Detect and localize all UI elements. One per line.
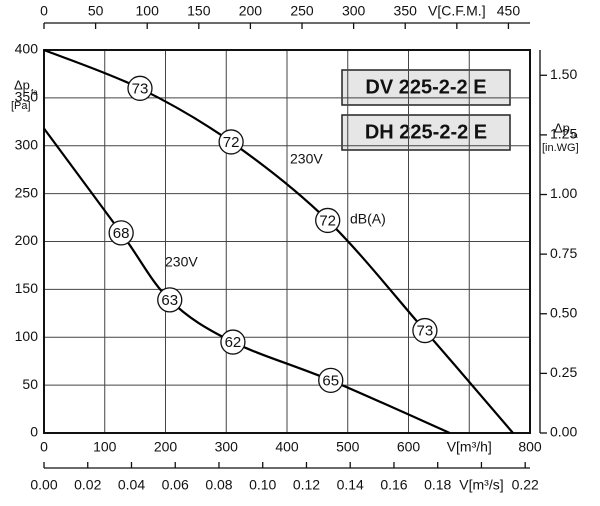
db-label: 72 <box>223 134 240 151</box>
y2-tick-label: 0.25 <box>550 364 577 380</box>
y2-tick-label: 1.50 <box>550 66 577 82</box>
curve-label: 230V <box>165 254 198 270</box>
db-marker <box>412 317 438 344</box>
y2-tick-label: 0.50 <box>550 304 577 320</box>
y2-axis-label: Δp <box>554 120 570 135</box>
x3-tick-label: 0.04 <box>118 477 145 493</box>
db-marker <box>220 329 246 355</box>
model-box <box>341 69 511 106</box>
x2-tick-label: 450 <box>497 3 521 19</box>
db-marker <box>127 75 153 101</box>
x2-tick-label: 100 <box>136 3 160 19</box>
model-label: DV 225-2-2 E <box>365 76 486 98</box>
x3-tick-label: 0.06 <box>162 477 189 493</box>
y-tick-label: 400 <box>15 41 39 57</box>
y2-tick-label: 0.00 <box>550 424 577 440</box>
y-tick-label: 300 <box>15 136 39 152</box>
db-label: 68 <box>113 225 130 242</box>
x-tick-label: 400 <box>275 439 299 455</box>
y-tick-label: 0 <box>30 424 38 440</box>
db-label: 65 <box>322 372 339 389</box>
x2-tick-label: 50 <box>88 3 104 19</box>
db-marker <box>318 367 344 393</box>
x3-tick-label: 0.12 <box>293 477 320 493</box>
x-tick-label: 300 <box>215 439 239 455</box>
y-axis-unit: [Pa] <box>11 100 31 112</box>
y2-tick-label: 0.75 <box>550 245 577 261</box>
db-label: 73 <box>417 323 434 340</box>
y-tick-label: 350 <box>15 89 39 105</box>
db-marker <box>218 129 244 155</box>
x-tick-label: V[m³/h] <box>447 439 492 455</box>
y-axis-label-sub: fa <box>31 88 38 97</box>
y-tick-label: 200 <box>15 232 39 248</box>
fan-curve <box>43 127 451 435</box>
db-label: 73 <box>132 80 149 97</box>
x3-tick-label: 0.02 <box>74 477 101 493</box>
x3-tick-label: V[m³/s] <box>459 477 503 493</box>
x2-tick-label: 250 <box>290 3 314 19</box>
y2-tick-label: 1.25 <box>550 126 577 142</box>
y-tick-label: 150 <box>15 280 39 296</box>
x3-tick-label: 0.22 <box>512 477 539 493</box>
x3-tick-label: 0.00 <box>30 477 57 493</box>
y2-axis-unit: [in.WG] <box>542 142 579 154</box>
x2-tick-label: 0 <box>40 3 48 19</box>
x3-tick-label: 0.18 <box>424 477 451 493</box>
curve-label: 230V <box>290 151 323 167</box>
y-tick-label: 250 <box>15 184 39 200</box>
y-tick-label: 50 <box>22 376 38 392</box>
x2-tick-label: V[C.F.M.] <box>428 3 486 19</box>
x-tick-label: 800 <box>518 439 542 455</box>
x-tick-label: 0 <box>40 439 48 455</box>
x-tick-label: 100 <box>93 439 117 455</box>
x2-tick-label: 200 <box>239 3 263 19</box>
db-label: 62 <box>225 334 242 351</box>
db-marker <box>157 287 183 313</box>
x3-tick-label: 0.08 <box>205 477 232 493</box>
db-label: 63 <box>161 292 178 309</box>
model-box <box>341 114 511 151</box>
db-marker <box>315 207 341 234</box>
model-label: DH 225-2-2 E <box>365 121 487 143</box>
x3-tick-label: 0.16 <box>380 477 407 493</box>
x2-tick-label: 350 <box>394 3 418 19</box>
x2-tick-label: 300 <box>342 3 366 19</box>
x2-tick-label: 150 <box>187 3 211 19</box>
plot-frame <box>43 49 531 434</box>
y-tick-label: 100 <box>15 328 39 344</box>
x-tick-label: 600 <box>397 439 421 455</box>
x-tick-label: 500 <box>336 439 360 455</box>
x-tick-label: 200 <box>154 439 178 455</box>
y2-axis-label-sub: fa <box>571 131 578 140</box>
db-marker <box>108 220 134 246</box>
x3-tick-label: 0.10 <box>249 477 276 493</box>
y-axis-label: Δp <box>14 77 30 92</box>
db-label: 72 <box>319 212 336 229</box>
y2-tick-label: 1.00 <box>550 185 577 201</box>
x3-tick-label: 0.14 <box>337 477 364 493</box>
db-unit: dB(A) <box>350 211 386 227</box>
